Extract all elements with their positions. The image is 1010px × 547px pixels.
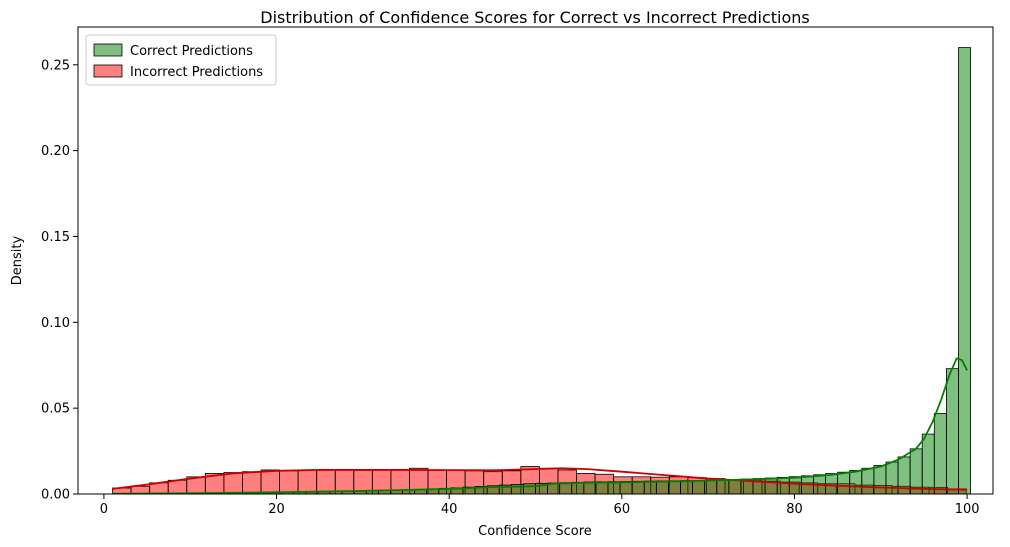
plot-frame xyxy=(77,26,994,495)
x-tick-label: 60 xyxy=(614,502,631,517)
correct-bar xyxy=(764,477,778,495)
chart-title: Distribution of Confidence Scores for Co… xyxy=(260,8,809,27)
correct-bar xyxy=(921,433,935,495)
correct-bar xyxy=(631,480,645,495)
x-axis: 0 20 40 60 80 100 xyxy=(100,494,980,517)
correct-bar xyxy=(692,480,706,495)
correct-bar xyxy=(933,413,947,495)
correct-bar xyxy=(837,471,851,495)
x-tick-label: 100 xyxy=(955,502,980,517)
correct-bar xyxy=(704,479,718,495)
correct-bar xyxy=(668,480,681,495)
correct-bar xyxy=(945,368,959,495)
correct-bar xyxy=(583,481,597,495)
correct-bar xyxy=(849,470,863,495)
correct-bar xyxy=(861,467,875,495)
correct-bar xyxy=(788,476,802,495)
y-tick-label: 0.00 xyxy=(41,488,70,503)
y-tick-label: 0.15 xyxy=(41,230,70,245)
y-tick-label: 0.10 xyxy=(41,316,70,331)
incorrect-bar xyxy=(242,471,262,495)
legend-swatch xyxy=(93,64,123,78)
correct-bar xyxy=(728,479,742,495)
incorrect-bar xyxy=(279,470,299,495)
correct-bar xyxy=(559,482,573,495)
correct-bar xyxy=(958,47,971,495)
incorrect-bar xyxy=(260,469,280,495)
y-axis-label: Density xyxy=(10,235,25,285)
correct-kde-line xyxy=(112,357,968,495)
legend-box xyxy=(85,34,277,86)
legend-label: Incorrect Predictions xyxy=(130,65,263,80)
incorrect-bar xyxy=(223,472,243,495)
legend-label: Correct Predictions xyxy=(130,44,253,59)
correct-bar xyxy=(643,480,657,495)
correct-bar xyxy=(825,473,839,495)
correct-bar xyxy=(716,479,730,495)
y-axis: 0.00 0.05 0.10 0.15 0.20 0.25 xyxy=(41,58,78,503)
correct-bar xyxy=(909,448,923,495)
incorrect-bar xyxy=(316,469,336,495)
plot-area xyxy=(112,47,971,495)
legend: Correct Predictions Incorrect Predictions xyxy=(85,34,277,86)
y-tick-label: 0.05 xyxy=(41,402,70,417)
correct-bar xyxy=(619,481,633,495)
incorrect-bar xyxy=(297,469,318,495)
correct-bar xyxy=(523,483,536,495)
correct-bars xyxy=(112,47,971,495)
correct-bar xyxy=(595,481,609,495)
y-tick-label: 0.25 xyxy=(41,58,70,73)
correct-bar xyxy=(607,481,621,495)
correct-bar xyxy=(680,480,694,495)
incorrect-bar xyxy=(167,479,188,495)
correct-bar xyxy=(776,476,790,495)
incorrect-kde-line xyxy=(112,467,968,491)
correct-bar xyxy=(873,465,887,495)
correct-bar xyxy=(655,480,669,495)
x-tick-label: 40 xyxy=(441,502,458,517)
legend-swatch xyxy=(93,43,123,57)
x-tick-label: 80 xyxy=(786,502,803,517)
correct-bar xyxy=(885,461,899,495)
x-tick-label: 0 xyxy=(100,502,108,517)
correct-bar xyxy=(571,481,585,495)
x-tick-label: 20 xyxy=(268,502,285,517)
y-tick-label: 0.20 xyxy=(41,144,70,159)
x-axis-label: Confidence Score xyxy=(478,524,592,539)
